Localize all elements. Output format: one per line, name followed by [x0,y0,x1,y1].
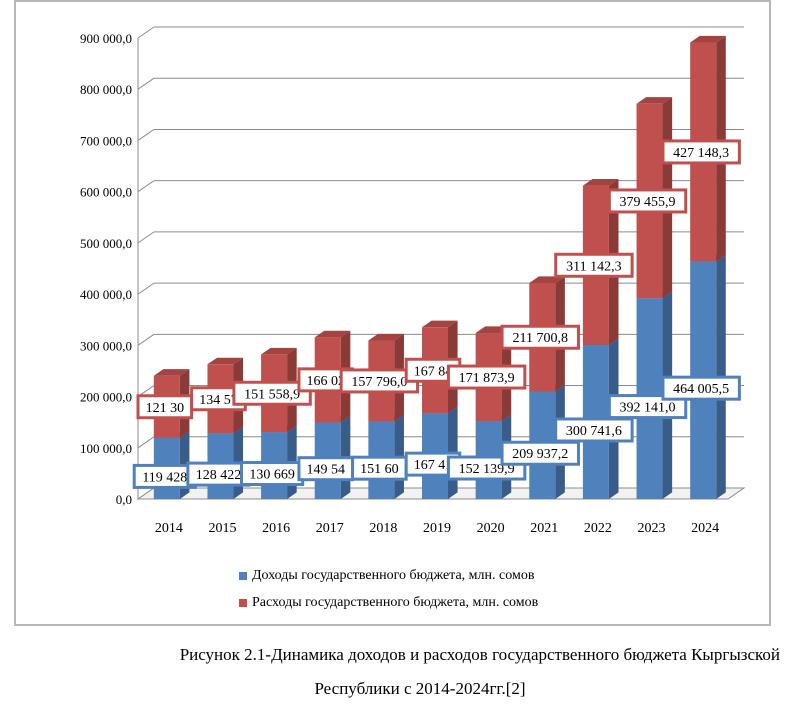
data-label-box [500,324,580,350]
gridline-depth [137,231,155,244]
data-label: 157 796,0 [351,375,407,390]
gridline-depth [137,26,155,39]
data-label: 427 148,3 [673,146,729,161]
data-label-box [607,188,688,214]
stacked-bar-chart: 0,0 100 000,0 200 000,0 300 000,0 400 000,0 5… [80,26,746,536]
data-label: 119 428 [142,470,187,485]
bar-top-expense [636,97,673,104]
bar-top-expense [368,333,404,341]
figure-caption-line-1: Рисунок 2.1-Динамика доходов и расходов … [179,645,780,664]
x-tick-label: 2022 [584,521,612,536]
gridline-depth [137,333,155,346]
data-label: 167 84 [414,364,453,379]
y-tick-label: 600 000,0 [80,185,132,200]
bar-top-expense [529,276,565,284]
x-tick-label: 2020 [477,521,505,536]
y-tick-label: 800 000,0 [80,82,132,97]
legend-swatch-expense [239,599,247,607]
data-label: 128 422 [196,468,242,483]
x-tick-label: 2024 [691,521,719,536]
bar-top-expense [207,357,244,365]
y-tick-label: 500 000,0 [80,236,132,251]
data-label-box [661,375,741,401]
bar-top-expense [582,178,619,186]
figure-caption-line-2: Республики с 2014-2024гг.[2] [314,679,526,698]
y-tick-label: 0,0 [116,492,132,507]
y-tick-label: 700 000,0 [80,133,132,148]
data-label: 464 005,5 [673,382,729,397]
data-label: 379 455,9 [620,195,676,210]
bar-top-expense [422,320,458,328]
data-label-box [661,139,741,165]
y-tick-label: 200 000,0 [80,390,132,405]
data-label: 171 873,9 [459,371,515,386]
data-label: 167 41 [414,458,453,473]
data-label-box [500,440,580,466]
bar-top-expense [690,35,726,43]
x-tick-label: 2021 [530,521,558,536]
y-tick-label: 900 000,0 [80,31,132,46]
data-label: 151 60 [360,462,399,477]
x-tick-label: 2014 [155,521,183,536]
data-label-box [607,394,688,420]
legend-swatch-income [239,572,247,580]
data-label: 121 30 [146,401,185,416]
x-tick-label: 2017 [316,521,344,536]
bar-top-expense [261,347,297,355]
data-label: 392 141,0 [620,401,676,416]
x-tick-label: 2015 [208,521,236,536]
data-label: 152 139,9 [459,462,515,477]
legend-label-expense: Расходы государственного бюджета, млн. с… [252,595,539,610]
gridline-depth [137,282,155,295]
data-label-box [554,417,634,443]
data-label: 211 700,8 [513,331,568,346]
gridline-depth [137,77,155,90]
data-label: 311 142,3 [566,259,621,274]
y-tick-label: 400 000,0 [80,287,132,302]
legend-item-income: Доходы государственного бюджета, млн. со… [239,568,534,584]
data-label-box [232,380,312,406]
bar-top-expense [314,330,351,338]
gridline-depth [137,436,155,449]
y-tick-label: 300 000,0 [80,338,132,353]
bar-top-expense [153,369,190,376]
x-tick-label: 2018 [369,521,397,536]
x-tick-label: 2016 [262,521,290,536]
legend-label-income: Доходы государственного бюджета, млн. со… [252,568,535,583]
chart-frame: 0,0 100 000,0 200 000,0 300 000,0 400 000,0 5… [14,0,771,626]
gridline-depth [137,180,155,193]
y-tick-label: 100 000,0 [80,441,132,456]
data-label: 300 741,6 [566,424,622,439]
data-label: 130 669 [249,468,295,483]
data-label: 149 54 [306,463,345,478]
data-label: 166 02 [306,374,345,389]
data-label: 134 57 [199,393,238,408]
gridline-depth [137,129,155,141]
data-label-box [446,364,527,390]
data-label: 209 937,2 [512,447,568,462]
x-tick-label: 2023 [638,521,666,536]
x-tick-label: 2019 [423,521,451,536]
data-label: 151 558,9 [244,387,300,402]
data-label-box [554,252,634,278]
legend-item-expense: Расходы государственного бюджета, млн. с… [239,595,538,611]
